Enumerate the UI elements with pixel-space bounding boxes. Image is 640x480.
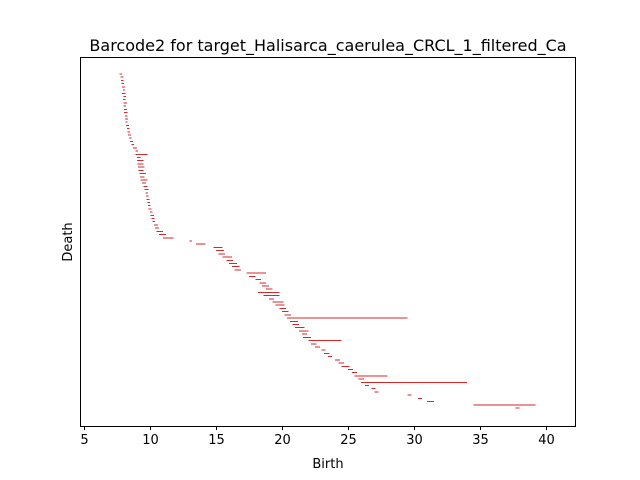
x-tick-label: 40 — [538, 433, 555, 448]
bars-group — [119, 73, 536, 409]
chart-title: Barcode2 for target_Halisarca_caerulea_C… — [89, 36, 566, 56]
x-axis-ticks: 5 10 15 20 25 30 35 40 — [80, 426, 555, 448]
x-tick-label: 20 — [274, 433, 291, 448]
x-tick-label: 25 — [340, 433, 357, 448]
plot-frame — [80, 57, 576, 427]
x-tick-label: 15 — [208, 433, 225, 448]
y-axis-label: Death — [61, 222, 76, 261]
x-tick-label: 10 — [142, 433, 159, 448]
x-tick-label: 35 — [472, 433, 489, 448]
x-axis-label: Birth — [312, 457, 343, 472]
x-tick-label: 30 — [406, 433, 423, 448]
x-tick-label: 5 — [80, 433, 88, 448]
